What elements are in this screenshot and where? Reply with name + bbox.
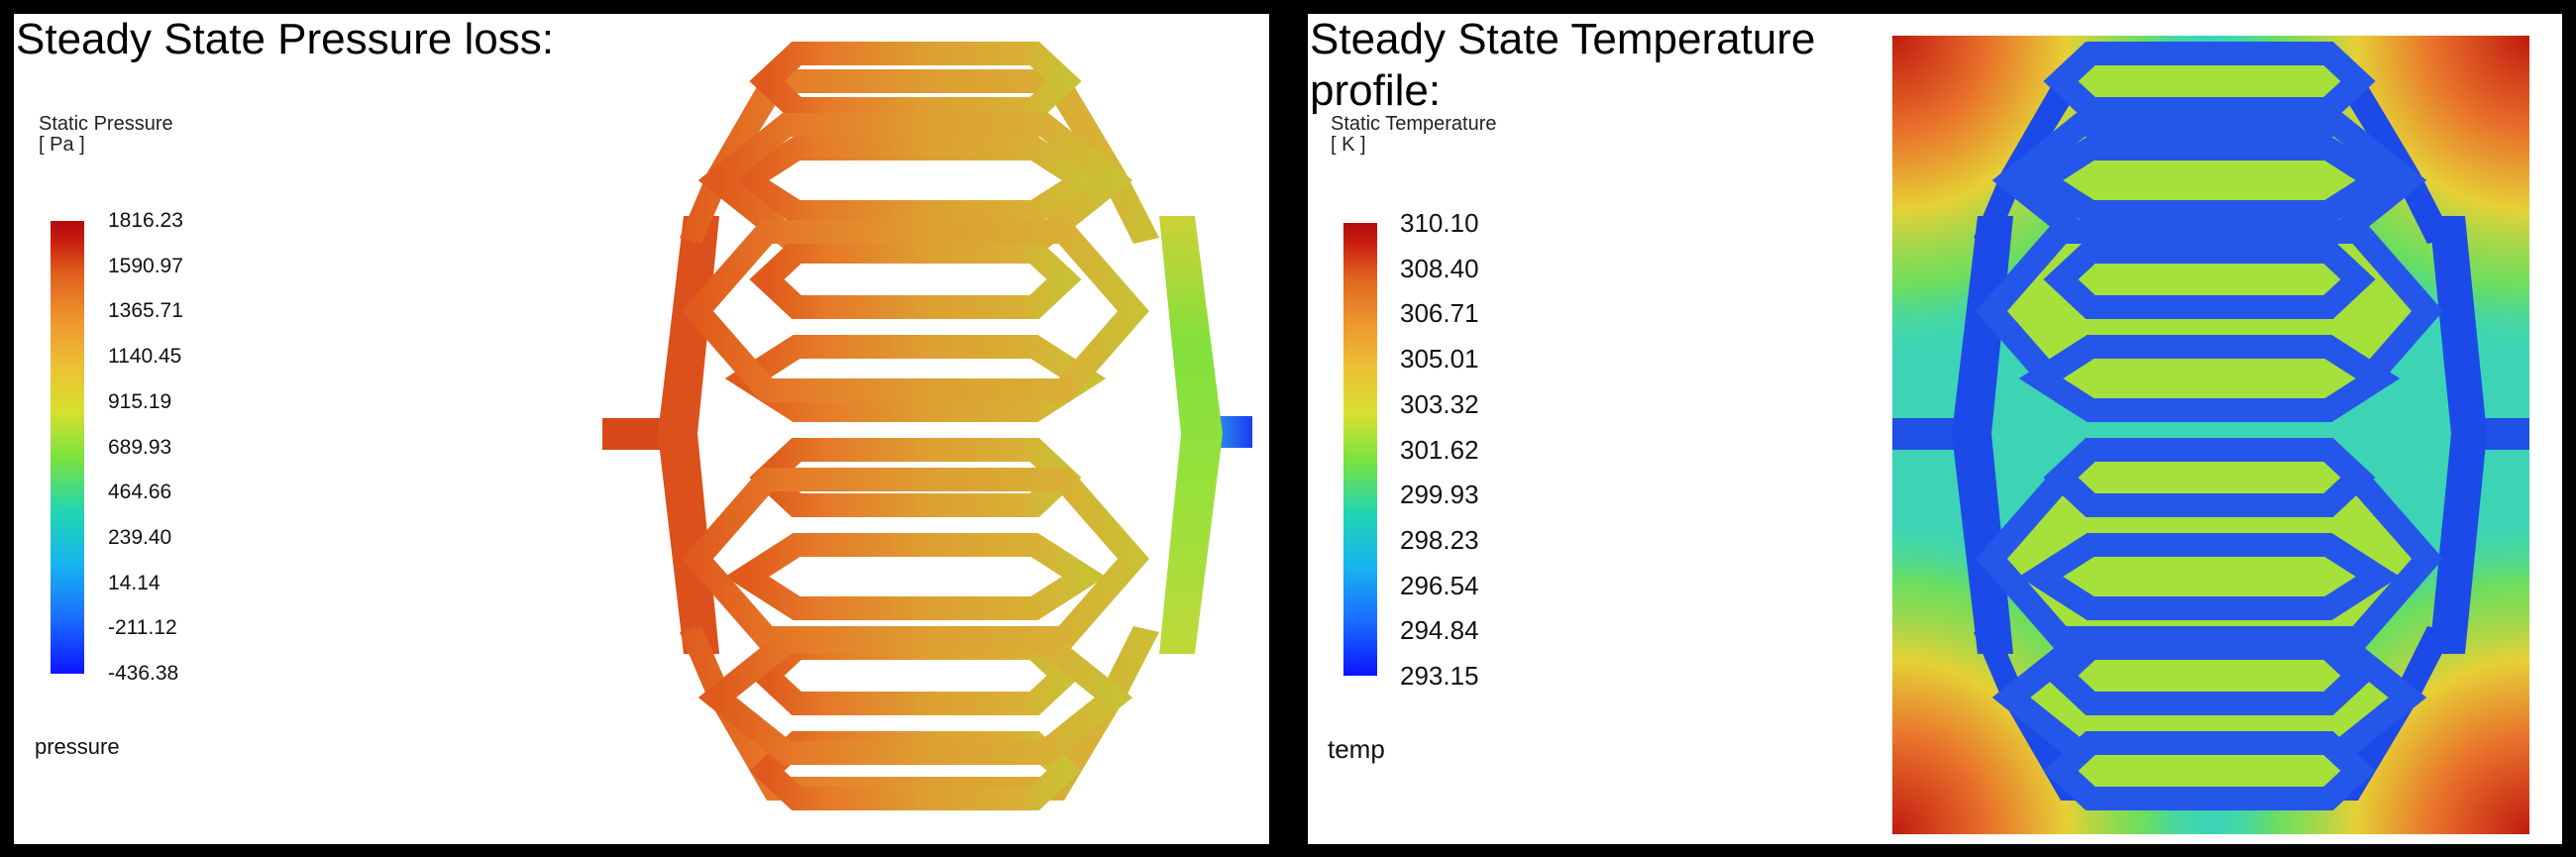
pressure_panel-tick-label: -211.12 <box>108 616 177 640</box>
pressure-legend-title: Static Pressure [ Pa ] <box>39 114 173 156</box>
pressure_panel-tick-label: 239.40 <box>108 525 172 549</box>
temperature_panel-tick-label: 305.01 <box>1400 344 1479 375</box>
pressure_panel-tick-label: -436.38 <box>108 662 179 685</box>
pressure-panel: Steady State Pressure loss: Static Press… <box>14 14 1269 844</box>
pressure_panel-tick-label: 915.19 <box>108 389 172 413</box>
temperature_panel-tick-label: 306.71 <box>1400 298 1479 329</box>
temperature_panel-tick-label: 298.23 <box>1400 524 1479 555</box>
temperature-panel-title: Steady State Temperature profile: <box>1310 15 1816 115</box>
temperature_panel-tick-label: 296.54 <box>1400 570 1479 600</box>
temperature_panel-tick-label: 299.93 <box>1400 480 1479 510</box>
pressure-colorbar <box>51 221 84 674</box>
temperature-contour-plot <box>1892 36 2529 834</box>
temperature-legend-title: Static Temperature [ K ] <box>1331 114 1497 156</box>
pressure-inlet-port <box>602 418 664 450</box>
temperature_panel-tick-label: 301.62 <box>1400 434 1479 465</box>
pressure_panel-tick-label: 1590.97 <box>108 254 183 277</box>
temperature_panel-tick-label: 303.32 <box>1400 388 1479 419</box>
temperature-colorbar <box>1343 223 1377 676</box>
pressure_panel-tick-label: 464.66 <box>108 481 172 504</box>
temperature-variable-label: temp <box>1328 734 1385 764</box>
pressure-channel-loops <box>682 42 1149 810</box>
temperature-panel: Steady State Temperature profile: Static… <box>1308 14 2562 844</box>
pressure-variable-label: pressure <box>35 734 120 759</box>
temperature_panel-tick-label: 293.15 <box>1400 661 1479 691</box>
pressure_panel-tick-label: 1816.23 <box>108 209 183 232</box>
temperature-inlet-port <box>1892 418 1962 450</box>
pressure-panel-title: Steady State Pressure loss: <box>16 15 554 63</box>
pressure-contour-plot <box>602 42 1252 810</box>
pressure_panel-tick-label: 689.93 <box>108 435 172 459</box>
temperature-channel-loops <box>1976 42 2443 810</box>
pressure_panel-tick-label: 1365.71 <box>108 299 183 323</box>
temperature_panel-tick-label: 308.40 <box>1400 253 1479 283</box>
pressure_panel-tick-label: 1140.45 <box>108 345 182 369</box>
temperature_panel-tick-label: 310.10 <box>1400 208 1479 238</box>
pressure_panel-tick-label: 14.14 <box>108 571 161 594</box>
temperature_panel-tick-label: 294.84 <box>1400 615 1479 646</box>
